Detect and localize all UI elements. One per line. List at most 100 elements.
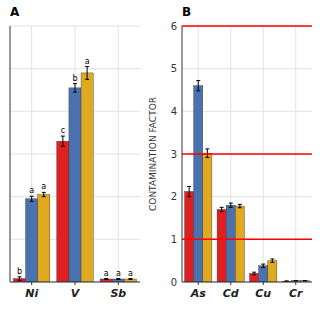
error-bar-stem <box>239 204 240 207</box>
error-bar-cap <box>73 83 77 84</box>
error-bar-cap <box>30 201 34 202</box>
error-bar <box>128 278 132 280</box>
chart: bcaabaaaaNiVSbA0123456CONTAMINATION FACT… <box>0 0 320 320</box>
x-tick-label: Ni <box>25 287 38 300</box>
error-bar-stem <box>19 277 20 280</box>
bar <box>268 261 277 282</box>
chart-container: bcaabaaaaNiVSbA0123456CONTAMINATION FACT… <box>0 0 320 320</box>
error-bar-cap <box>261 267 265 268</box>
error-bar-cap <box>85 79 89 80</box>
error-bar-cap <box>294 280 298 281</box>
y-axis <box>10 26 11 282</box>
error-bar-cap <box>285 280 289 281</box>
panel: 0123456CONTAMINATION FACTORAsCdCuCrB <box>148 5 312 300</box>
bar <box>250 273 259 282</box>
bar <box>69 88 81 282</box>
annotation: b <box>17 267 22 276</box>
error-bar-stem <box>263 264 264 267</box>
bar <box>185 192 194 282</box>
panel-title: A <box>10 5 20 19</box>
error-bar-cap <box>116 278 120 279</box>
error-bar-stem <box>198 81 199 91</box>
error-bar <box>261 264 265 267</box>
error-bar-cap <box>61 146 65 147</box>
y-tick-label: 1 <box>171 234 177 245</box>
error-bar-cap <box>238 204 242 205</box>
error-bar <box>61 136 65 146</box>
annotation: a <box>41 182 46 191</box>
error-bar-cap <box>205 148 209 149</box>
grid-line <box>182 154 312 155</box>
error-bar-cap <box>238 207 242 208</box>
grid-line <box>118 26 119 282</box>
error-bar <box>205 149 209 158</box>
error-bar <box>303 280 307 281</box>
error-bar <box>85 67 89 80</box>
y-tick-label: 0 <box>171 277 177 288</box>
bar <box>226 205 235 282</box>
y-tick-label: 2 <box>171 191 177 202</box>
error-bar-stem <box>43 192 44 196</box>
error-bar-cap <box>303 280 307 281</box>
error-bar-cap <box>85 66 89 67</box>
error-bar-cap <box>220 207 224 208</box>
error-bar <box>187 186 191 196</box>
error-bar-stem <box>31 196 32 201</box>
panel-title: B <box>182 5 191 19</box>
bar <box>259 266 268 282</box>
error-bar-cap <box>187 196 191 197</box>
bar <box>203 153 212 282</box>
error-bar-stem <box>87 67 88 80</box>
error-bar-cap <box>252 274 256 275</box>
error-bar-cap <box>270 262 274 263</box>
x-tick-label: Cr <box>289 287 303 300</box>
x-tick <box>295 282 296 285</box>
error-bar-stem <box>221 207 222 211</box>
error-bar-stem <box>62 136 63 146</box>
error-bar <box>104 278 108 280</box>
x-tick <box>31 282 32 285</box>
error-bar <box>229 203 233 207</box>
x-tick-label: Cu <box>255 287 271 300</box>
reference-line <box>182 25 312 27</box>
error-bar-cap <box>128 278 132 279</box>
error-bar-cap <box>42 196 46 197</box>
error-bar-cap <box>104 278 108 279</box>
error-bar-stem <box>207 149 208 158</box>
error-bar-cap <box>229 207 233 208</box>
plot-area <box>182 26 312 282</box>
x-tick <box>198 282 199 285</box>
error-bar <box>238 204 242 207</box>
y-tick-label: 4 <box>171 106 177 117</box>
y-axis <box>182 26 183 282</box>
error-bar-cap <box>18 280 22 281</box>
x-tick <box>75 282 76 285</box>
grid-line <box>182 282 312 283</box>
error-bar <box>220 207 224 211</box>
bar <box>57 141 69 282</box>
annotation: a <box>128 269 133 278</box>
error-bar-cap <box>205 157 209 158</box>
error-bar-cap <box>303 280 307 281</box>
annotation: a <box>85 57 90 66</box>
x-tick-label: As <box>190 287 207 300</box>
x-tick-label: Sb <box>110 287 126 300</box>
grid-line <box>182 26 312 27</box>
grid-line <box>182 68 312 69</box>
error-bar-cap <box>42 192 46 193</box>
error-bar-cap <box>252 272 256 273</box>
error-bar <box>116 278 120 280</box>
error-bar-cap <box>30 196 34 197</box>
error-bar-cap <box>18 276 22 277</box>
error-bar-cap <box>196 90 200 91</box>
error-bar-cap <box>196 80 200 81</box>
error-bar-cap <box>116 279 120 280</box>
error-bar-cap <box>128 279 132 280</box>
annotation: c <box>61 126 65 135</box>
bar <box>81 73 93 282</box>
error-bar-cap <box>270 258 274 259</box>
error-bar-cap <box>61 136 65 137</box>
error-bar-cap <box>229 203 233 204</box>
error-bar-cap <box>220 211 224 212</box>
reference-line <box>182 153 312 155</box>
